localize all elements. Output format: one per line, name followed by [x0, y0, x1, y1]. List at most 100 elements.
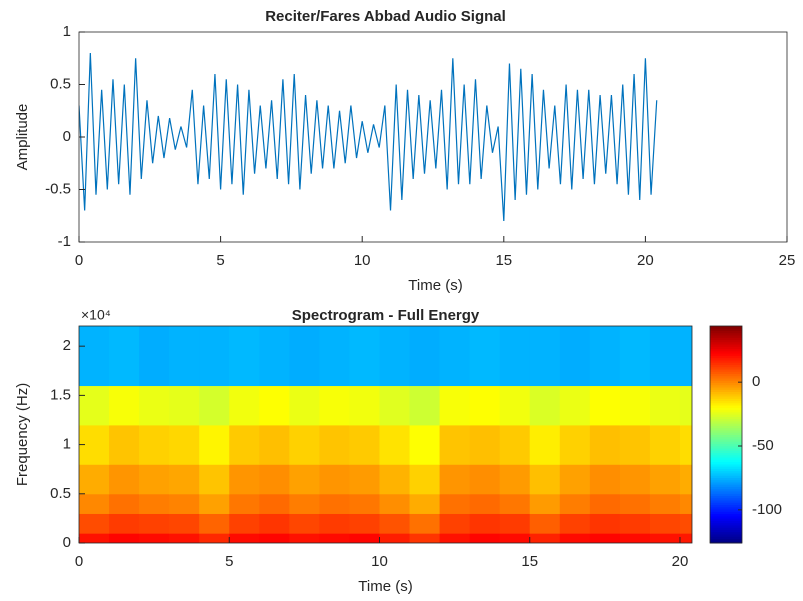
colorbar-segment — [710, 506, 742, 510]
colorbar-segment — [710, 420, 742, 424]
colorbar-segment — [710, 400, 742, 404]
colorbar-segment — [710, 522, 742, 526]
colorbar-segment — [710, 436, 742, 440]
x-tick-label: 10 — [371, 553, 388, 570]
heat-cell — [259, 493, 290, 514]
colorbar-tick-label: 0 — [752, 373, 760, 390]
heat-cell — [139, 533, 170, 543]
heat-cell — [499, 513, 531, 534]
heat-cell — [289, 493, 320, 514]
axes-frame — [78, 325, 693, 544]
heat-cell — [619, 424, 651, 465]
heat-cell — [169, 464, 200, 495]
heat-cell — [349, 424, 380, 465]
heat-cell — [439, 424, 471, 465]
colorbar-segment — [710, 396, 742, 399]
heat-cell — [469, 326, 501, 387]
colorbar-segment — [710, 409, 742, 413]
colorbar-segment — [710, 472, 742, 476]
heat-cell — [169, 385, 200, 426]
y-tick-label: 1.5 — [50, 386, 71, 403]
colorbar-segment — [710, 509, 742, 512]
heat-cell — [139, 385, 170, 426]
heat-cell — [319, 493, 350, 514]
colorbar-segment — [710, 389, 742, 393]
colorbar-segment — [710, 393, 742, 397]
colorbar-segment — [710, 407, 742, 411]
colorbar-segment — [710, 423, 742, 426]
heat-cell — [139, 493, 170, 514]
heat-cell — [379, 385, 411, 426]
colorbar-segment — [710, 500, 742, 503]
heat-cell — [169, 533, 200, 543]
colorbar-segment — [710, 531, 742, 535]
colorbar-segment — [710, 484, 742, 487]
heat-cell — [199, 385, 230, 426]
heat-cell — [109, 513, 140, 534]
colorbar-segment — [710, 540, 742, 544]
heat-cell — [109, 464, 140, 495]
heat-cell — [139, 424, 170, 465]
heat-cell — [229, 464, 260, 495]
heat-cell — [259, 533, 290, 543]
waveform — [79, 52, 658, 222]
heat-cell — [649, 513, 681, 534]
colorbar-segment — [710, 332, 742, 336]
heat-cell — [259, 464, 290, 495]
heat-cell — [289, 533, 320, 543]
x-tick-label: 15 — [521, 553, 538, 570]
x-tick-label: 10 — [354, 252, 371, 269]
heat-cell — [499, 464, 531, 495]
heat-cell — [379, 424, 411, 465]
heat-cell — [229, 385, 260, 426]
heat-cell — [589, 533, 621, 543]
heat-cell — [409, 385, 441, 426]
colorbar-segment — [710, 344, 742, 347]
heat-cell — [559, 533, 591, 543]
heat-cell — [559, 424, 591, 465]
colorbar-segment — [710, 328, 742, 332]
heat-cell — [589, 326, 621, 387]
chart-title: Spectrogram - Full Energy — [292, 307, 480, 324]
heat-cell — [79, 533, 110, 543]
heat-cell — [409, 493, 441, 514]
colorbar-segment — [710, 538, 742, 542]
heat-cell — [679, 385, 692, 426]
colorbar-segment — [710, 341, 742, 345]
heat-cell — [589, 464, 621, 495]
heat-cell — [559, 493, 591, 514]
heat-cell — [649, 385, 681, 426]
colorbar-segment — [710, 441, 742, 445]
heat-cell — [499, 326, 531, 387]
colorbar-segment — [710, 371, 742, 374]
colorbar-segment — [710, 463, 742, 467]
colorbar-segment — [710, 497, 742, 501]
heat-cell — [109, 385, 140, 426]
colorbar-segment — [710, 398, 742, 402]
x-tick-label: 20 — [637, 252, 654, 269]
colorbar-segment — [710, 459, 742, 463]
heat-cell — [199, 533, 230, 543]
heat-cell — [499, 493, 531, 514]
colorbar-segment — [710, 466, 742, 469]
colorbar-segment — [710, 405, 742, 408]
colorbar-segment — [710, 511, 742, 515]
heat-cell — [529, 493, 561, 514]
chart-title: Reciter/Fares Abbad Audio Signal — [265, 8, 506, 25]
heat-cell — [679, 533, 692, 543]
heat-cell — [259, 326, 290, 387]
heat-cell — [109, 424, 140, 465]
heat-cell — [619, 513, 651, 534]
heat-cell — [499, 424, 531, 465]
heat-cell — [619, 464, 651, 495]
colorbar-segment — [710, 495, 742, 499]
colorbar-segment — [710, 326, 742, 329]
x-tick-label: 0 — [75, 553, 83, 570]
colorbar-segment — [710, 373, 742, 377]
heat-cell — [499, 385, 531, 426]
colorbar-segment — [710, 475, 742, 478]
colorbar-segment — [710, 380, 742, 384]
heat-cell — [289, 464, 320, 495]
heat-cell — [139, 326, 170, 387]
heat-cell — [619, 493, 651, 514]
